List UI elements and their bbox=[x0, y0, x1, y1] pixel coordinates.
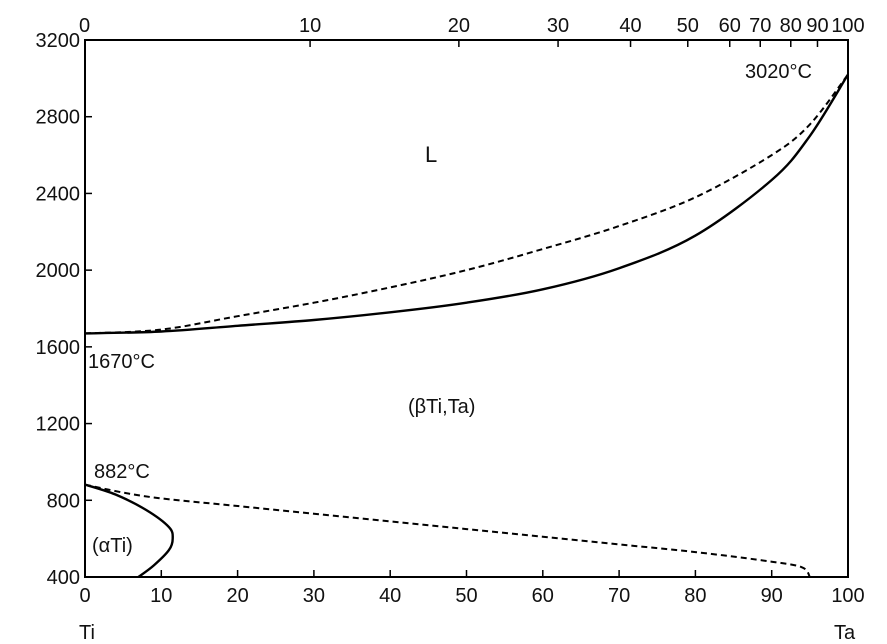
liquid-region-label: L bbox=[425, 142, 437, 167]
ti-melting-annotation: 1670°C bbox=[88, 351, 155, 373]
alpha-region-label: (αTi) bbox=[92, 535, 133, 557]
bottom-tick-label: 40 bbox=[379, 585, 401, 607]
top-tick-label: 50 bbox=[677, 15, 699, 37]
left-tick-label: 2400 bbox=[36, 183, 81, 205]
bottom-tick-label: 20 bbox=[226, 585, 248, 607]
bottom-tick-label: 30 bbox=[303, 585, 325, 607]
solid-boundary-line bbox=[84, 73, 850, 335]
top-tick-label: 10 bbox=[299, 15, 321, 37]
bottom-tick-label: 90 bbox=[761, 585, 783, 607]
bottom-tick-label: 60 bbox=[532, 585, 554, 607]
top-tick-label: 90 bbox=[806, 15, 828, 37]
top-tick-label: 60 bbox=[719, 15, 741, 37]
top-tick-label: 0 bbox=[79, 15, 90, 37]
beta-region-label: (βTi,Ta) bbox=[408, 396, 475, 418]
solid-boundary-line bbox=[84, 483, 174, 578]
top-tick-label: 20 bbox=[448, 15, 470, 37]
endpoint-ta-label: Ta bbox=[834, 622, 856, 644]
left-tick-label: 2000 bbox=[36, 260, 81, 282]
bottom-tick-label: 80 bbox=[684, 585, 706, 607]
left-tick-label: 400 bbox=[47, 567, 80, 589]
left-tick-label: 800 bbox=[47, 490, 80, 512]
diagram-labels: Ti Ta L (βTi,Ta) (αTi) 3020°C 1670°C 882… bbox=[79, 61, 856, 644]
endpoint-ti-label: Ti bbox=[79, 622, 95, 644]
bottom-tick-label: 50 bbox=[455, 585, 477, 607]
tick-marks bbox=[84, 39, 849, 578]
left-tick-label: 1600 bbox=[36, 337, 81, 359]
left-tick-label: 1200 bbox=[36, 414, 81, 436]
dashed-boundary-line bbox=[84, 483, 811, 578]
top-tick-label: 100 bbox=[831, 15, 864, 37]
bottom-tick-label: 100 bbox=[831, 585, 864, 607]
top-tick-label: 80 bbox=[780, 15, 802, 37]
top-tick-label: 40 bbox=[619, 15, 641, 37]
top-tick-label: 70 bbox=[749, 15, 771, 37]
bottom-tick-label: 70 bbox=[608, 585, 630, 607]
dashed-boundary-line bbox=[84, 73, 849, 335]
phase-boundaries bbox=[84, 73, 850, 578]
plot-frame bbox=[84, 39, 849, 578]
left-tick-label: 3200 bbox=[36, 30, 81, 52]
tick-labels: 0 10 20 30 40 50 60 70 80 90 100400800120016002000… bbox=[36, 15, 865, 607]
bottom-tick-label: 10 bbox=[150, 585, 172, 607]
ti-transition-annotation: 882°C bbox=[94, 461, 150, 483]
ta-melting-annotation: 3020°C bbox=[745, 61, 812, 83]
top-tick-label: 30 bbox=[547, 15, 569, 37]
left-tick-label: 2800 bbox=[36, 107, 81, 129]
bottom-tick-label: 0 bbox=[79, 585, 90, 607]
